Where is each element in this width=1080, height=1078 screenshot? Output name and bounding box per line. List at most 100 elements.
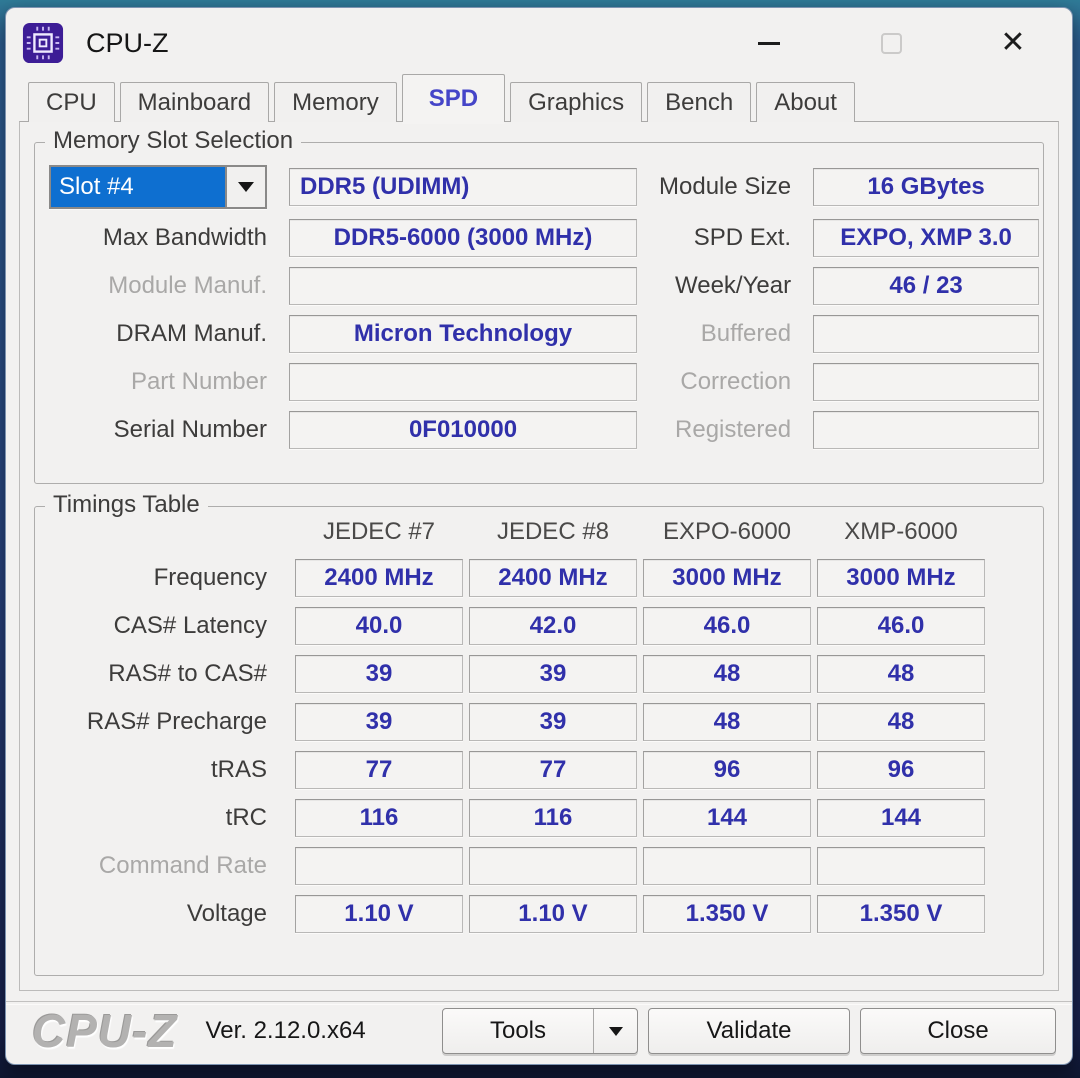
maximize-icon [880,32,902,54]
week-year-label: Week/Year [675,272,792,299]
voltage-cell: 1.10 V [469,895,637,933]
dram-manuf-field: Micron Technology [289,315,637,353]
registered-field [813,411,1040,449]
frequency-cell: 3000 MHz [643,559,811,597]
chevron-down-icon [238,182,254,192]
tools-button-label: Tools [489,1017,547,1044]
tab-bench[interactable]: Bench [647,82,752,122]
voltage-cell: 1.350 V [817,895,985,933]
cas-latency-cell: 42.0 [469,607,637,645]
minimize-button[interactable] [754,28,784,58]
max-bandwidth-field: DDR5-6000 (3000 MHz) [289,219,637,257]
tras-cell: 77 [295,751,463,789]
memory-slot-selection-group: Memory Slot Selection Slot #4 DDR5 (UDIM… [34,127,1044,484]
timings-table-title: Timings Table [45,491,208,519]
frequency-cell: 3000 MHz [817,559,985,597]
part-number-label: Part Number [130,368,267,395]
ras-to-cas-label: RAS# to CAS# [108,660,267,687]
registered-label: Registered [675,416,792,443]
ras-to-cas-cell: 48 [817,655,985,693]
ras-precharge-label: RAS# Precharge [86,708,267,735]
part-number-field [289,363,637,401]
frequency-label: Frequency [153,564,267,591]
tab-spd[interactable]: SPD [401,74,506,122]
slot-selector-value: Slot #4 [59,173,134,200]
cpuz-window: CPU-Z ✕ CPU Mainboard Memory SPD Graphic… [5,7,1073,1065]
module-size-field: 16 GBytes [813,168,1040,206]
column-header-jedec7: JEDEC #7 [322,518,436,545]
footer-bar: CPU-Z Ver. 2.12.0.x64 Tools Validate Clo… [6,1004,1072,1064]
slot-selector-dropdown-button[interactable] [225,167,265,207]
command-rate-cell [295,847,463,885]
tab-bar: CPU Mainboard Memory SPD Graphics Bench … [6,72,1072,122]
window-title: CPU-Z [86,27,169,58]
maximize-button [876,28,906,58]
trc-cell: 116 [469,799,637,837]
serial-number-label: Serial Number [113,416,267,443]
trc-label: tRC [225,804,267,831]
column-header-xmp6000: XMP-6000 [844,518,958,545]
ras-precharge-cell: 48 [817,703,985,741]
module-manuf-field [289,267,637,305]
ras-precharge-cell: 39 [295,703,463,741]
ras-precharge-cell: 48 [643,703,811,741]
command-rate-cell [469,847,637,885]
minimize-icon [758,41,780,45]
validate-button[interactable]: Validate [648,1008,850,1054]
memory-slot-grid: Slot #4 DDR5 (UDIMM) Module Size 16 GByt… [35,143,1043,449]
tab-graphics[interactable]: Graphics [510,82,643,122]
cas-latency-cell: 46.0 [643,607,811,645]
correction-label: Correction [680,368,792,395]
cas-latency-cell: 46.0 [817,607,985,645]
tras-cell: 77 [469,751,637,789]
max-bandwidth-label: Max Bandwidth [102,224,267,251]
voltage-label: Voltage [186,900,267,927]
column-header-jedec8: JEDEC #8 [496,518,610,545]
version-text: Ver. 2.12.0.x64 [205,1017,366,1044]
dram-manuf-label: DRAM Manuf. [116,320,267,347]
trc-cell: 144 [643,799,811,837]
slot-selector-dropdown[interactable]: Slot #4 [49,165,267,209]
ras-precharge-cell: 39 [469,703,637,741]
tools-dropdown-button[interactable] [593,1009,637,1053]
cpuz-logo-icon [22,22,64,64]
tab-cpu[interactable]: CPU [28,82,115,122]
tras-cell: 96 [643,751,811,789]
module-manuf-label: Module Manuf. [108,272,267,299]
buffered-label: Buffered [700,320,792,347]
tab-memory[interactable]: Memory [274,82,397,122]
cas-latency-cell: 40.0 [295,607,463,645]
spd-ext-field: EXPO, XMP 3.0 [813,219,1040,257]
ras-to-cas-cell: 39 [469,655,637,693]
cpuz-footer-logo: CPU-Z [32,1005,178,1057]
serial-number-field: 0F010000 [289,411,637,449]
tab-mainboard[interactable]: Mainboard [119,82,270,122]
command-rate-label: Command Rate [98,852,267,879]
cas-latency-label: CAS# Latency [113,612,267,639]
ras-to-cas-cell: 48 [643,655,811,693]
footer-buttons: Tools Validate Close [442,1008,1056,1054]
spd-ext-label: SPD Ext. [693,224,792,251]
close-icon: ✕ [1000,26,1026,59]
column-header-expo6000: EXPO-6000 [662,518,792,545]
voltage-cell: 1.350 V [643,895,811,933]
timings-grid: JEDEC #7 JEDEC #8 EXPO-6000 XMP-6000 Fre… [35,507,1043,933]
trc-cell: 144 [817,799,985,837]
footer-separator [6,1001,1072,1004]
tab-about[interactable]: About [756,82,855,122]
close-button[interactable]: ✕ [998,28,1028,58]
module-size-label: Module Size [659,173,792,200]
command-rate-cell [817,847,985,885]
chevron-down-icon [608,1026,623,1036]
voltage-cell: 1.10 V [295,895,463,933]
trc-cell: 116 [295,799,463,837]
spd-tab-page: Memory Slot Selection Slot #4 DDR5 (UDIM… [19,121,1059,991]
memory-slot-selection-title: Memory Slot Selection [45,127,302,155]
correction-field [813,363,1040,401]
frequency-cell: 2400 MHz [469,559,637,597]
buffered-field [813,315,1040,353]
week-year-field: 46 / 23 [813,267,1040,305]
tools-button[interactable]: Tools [442,1008,638,1054]
close-dialog-button[interactable]: Close [860,1008,1056,1054]
